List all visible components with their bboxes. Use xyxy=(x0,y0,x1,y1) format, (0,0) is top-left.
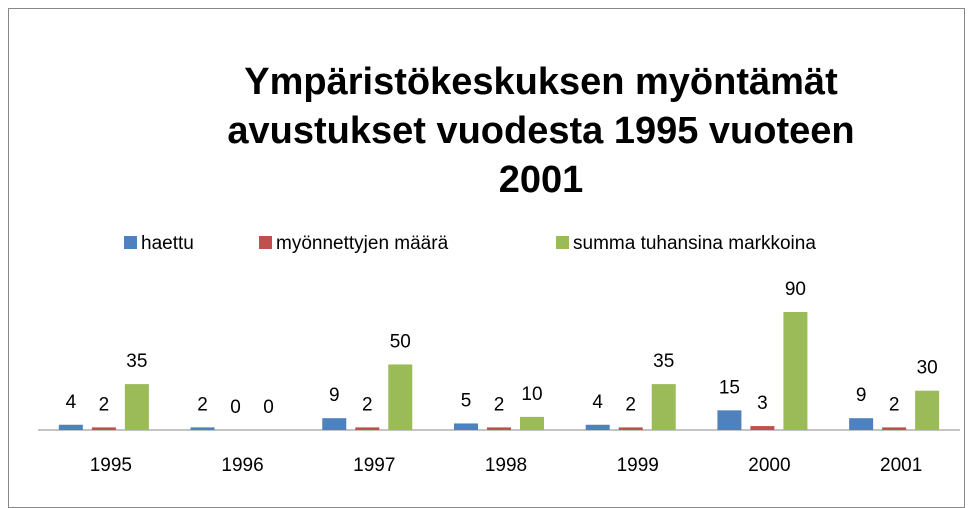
x-tick-label: 1995 xyxy=(90,455,132,476)
legend-label: myönnettyjen määrä xyxy=(276,233,449,254)
bar xyxy=(91,427,116,430)
bar xyxy=(618,427,643,430)
data-label: 15 xyxy=(719,377,740,398)
data-label: 3 xyxy=(757,393,768,414)
page: {"chart_data":{"type":"bar","title":"Ymp… xyxy=(8,8,965,508)
data-label: 50 xyxy=(390,331,411,352)
bar xyxy=(520,416,544,430)
bar xyxy=(750,426,775,430)
data-label: 10 xyxy=(521,384,542,405)
bar xyxy=(783,312,808,430)
bar xyxy=(124,384,149,430)
data-label: 0 xyxy=(230,397,241,418)
bar xyxy=(849,418,874,430)
data-label: 2 xyxy=(625,394,636,415)
bar xyxy=(355,427,380,430)
bar xyxy=(487,427,511,430)
data-label: 90 xyxy=(785,279,806,300)
bar xyxy=(388,364,413,430)
bar xyxy=(882,427,907,430)
data-label: 30 xyxy=(917,358,938,379)
bar xyxy=(717,410,742,430)
data-label: 5 xyxy=(461,390,472,411)
chart: haettu myönnettyjen määrä summa tuhansina … xyxy=(38,233,960,476)
bar xyxy=(58,424,83,430)
x-tick-label: 1996 xyxy=(221,455,263,476)
data-label: 4 xyxy=(592,392,603,413)
bar xyxy=(651,384,676,430)
legend-swatch xyxy=(124,236,137,249)
bar xyxy=(454,423,478,430)
legend-swatch xyxy=(259,236,272,249)
x-tick-label: 1999 xyxy=(617,455,659,476)
bar xyxy=(915,390,940,430)
x-tick-label: 1998 xyxy=(485,455,527,476)
data-label: 0 xyxy=(263,397,274,418)
legend-swatch xyxy=(556,236,569,249)
x-tick-label: 1997 xyxy=(353,455,395,476)
data-label: 2 xyxy=(99,394,110,415)
data-label: 4 xyxy=(66,392,77,413)
data-label: 35 xyxy=(126,351,147,372)
legend-label: haettu xyxy=(141,233,194,254)
data-label: 9 xyxy=(856,385,867,406)
bar xyxy=(585,424,610,430)
data-label: 2 xyxy=(889,394,900,415)
data-label: 35 xyxy=(653,351,674,372)
data-label: 2 xyxy=(494,394,505,415)
data-label: 9 xyxy=(329,385,340,406)
data-label: 2 xyxy=(362,394,373,415)
x-tick-label: 2001 xyxy=(880,455,922,476)
legend-label: summa tuhansina markkoina xyxy=(573,233,816,254)
chart-title: Ympäristökeskuksen myöntämät avustukset … xyxy=(227,61,855,201)
data-label: 2 xyxy=(197,394,208,415)
bar xyxy=(190,427,215,430)
bar xyxy=(322,418,347,430)
x-tick-label: 2000 xyxy=(748,455,790,476)
